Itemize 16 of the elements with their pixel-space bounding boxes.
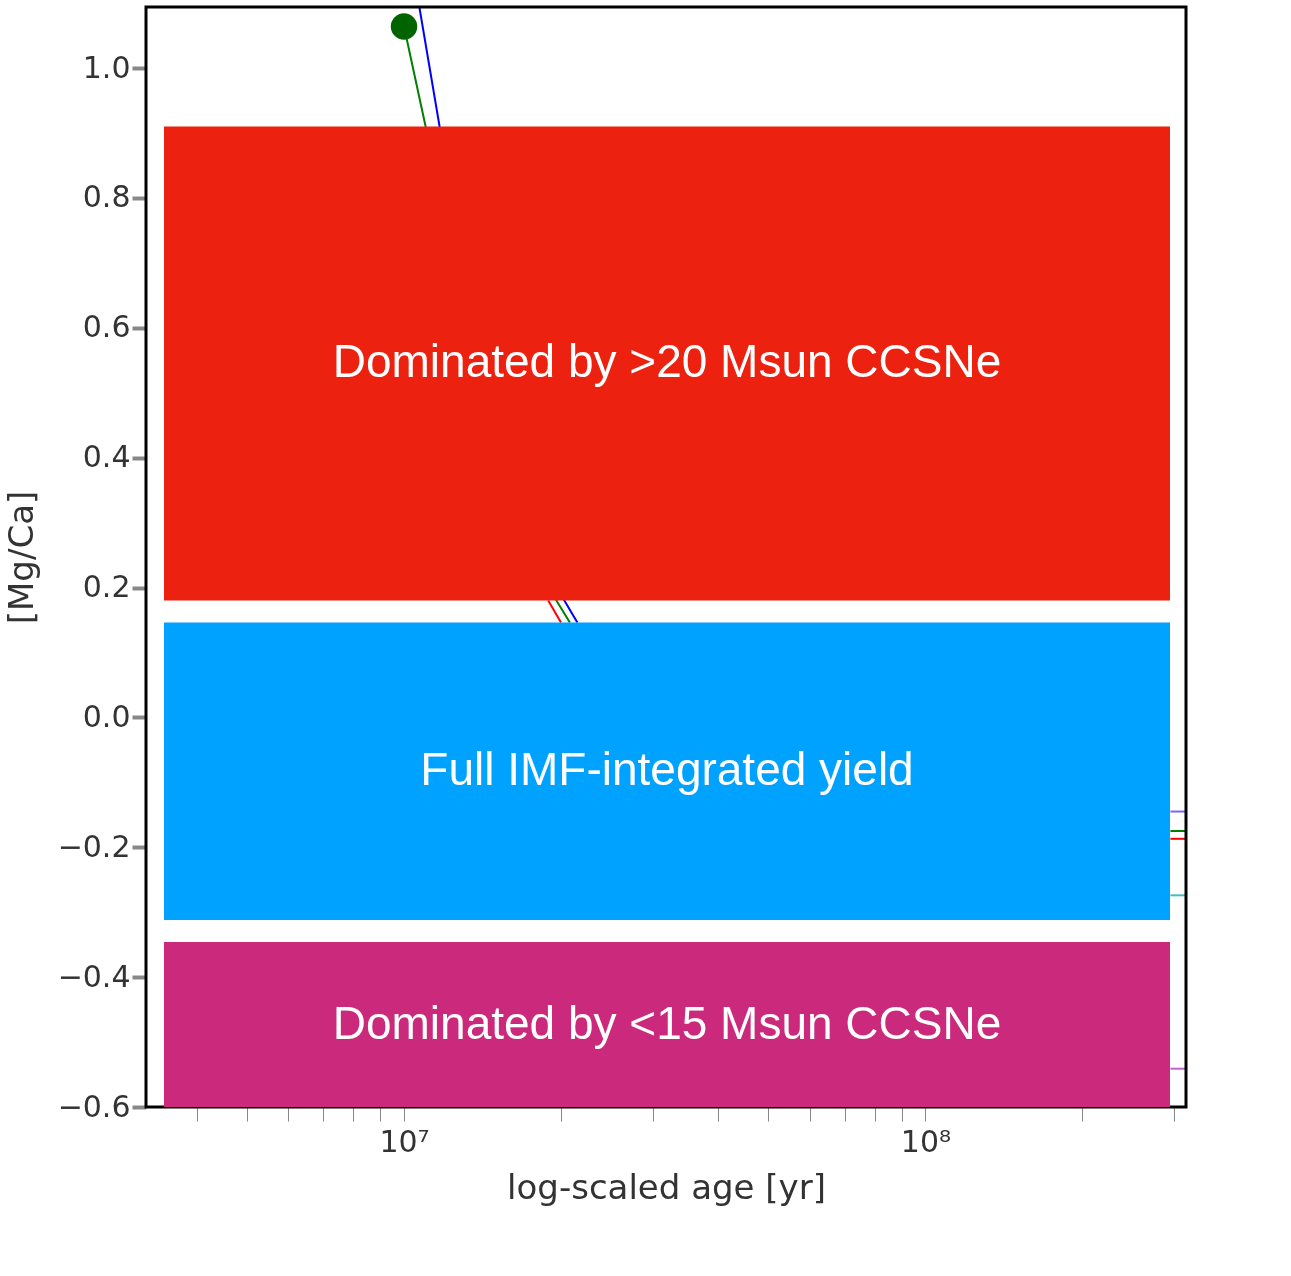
y-tick-label: 0.0	[82, 698, 131, 734]
x-tick-label: 10⁷	[379, 1123, 430, 1159]
x-axis-title: log-scaled age [yr]	[507, 1166, 826, 1207]
y-tick-label: 0.4	[82, 439, 131, 475]
y-tick-label: 1.0	[82, 49, 131, 85]
y-tick-label: −0.4	[57, 958, 131, 994]
y-tick-label: 0.8	[82, 179, 131, 215]
band-label: Dominated by <15 Msun CCSNe	[332, 996, 1002, 1049]
y-tick-label: −0.2	[57, 828, 131, 864]
y-tick-label: 0.6	[82, 309, 131, 345]
band-label: Dominated by >20 Msun CCSNe	[332, 335, 1002, 388]
y-tick-label: −0.6	[57, 1088, 131, 1124]
x-tick-label: 10⁸	[900, 1123, 952, 1159]
band-label: Full IMF-integrated yield	[420, 743, 914, 796]
y-tick-label: 0.2	[82, 569, 131, 605]
y-axis-title: [Mg/Ca]	[0, 490, 41, 625]
